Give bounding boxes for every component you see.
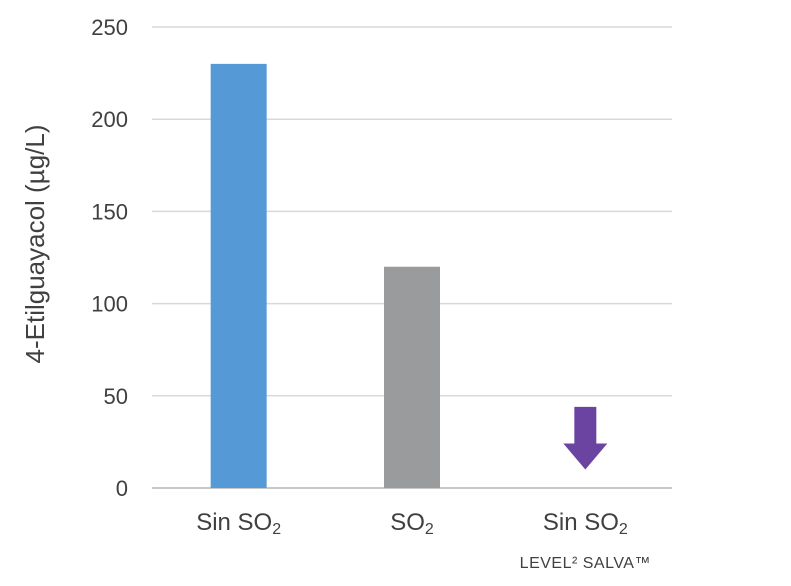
y-tick-label: 150 [91, 199, 128, 224]
y-tick-label: 100 [91, 292, 128, 317]
x-tick-label: SO2 [390, 509, 434, 538]
x-tick-label-subscript: 2 [619, 521, 628, 538]
bars [210, 63, 608, 488]
x-tick-label-text: Sin SO [196, 509, 272, 536]
x-tick-label-text: Sin SO [543, 509, 619, 536]
x-tick-label: Sin SO2 [196, 509, 281, 538]
x-tick-label-subscript: 2 [425, 521, 434, 538]
x-tick-sublabel: LEVEL² SALVA™ [520, 555, 651, 572]
x-tick-label-subscript: 2 [272, 521, 281, 538]
y-tick-labels: 0 50 100 150 200 250 [91, 15, 128, 501]
x-tick-label-text: SO [390, 509, 425, 536]
x-tick-label: Sin SO2 [543, 509, 628, 538]
bar [384, 266, 440, 488]
y-axis-label: 4-Etilguayacol (µg/L) [20, 125, 50, 364]
y-tick-label: 200 [91, 107, 128, 132]
y-tick-label: 50 [104, 384, 128, 409]
y-tick-label: 0 [116, 476, 128, 501]
y-tick-label: 250 [91, 15, 128, 40]
down-arrow-icon [563, 406, 608, 470]
bar [210, 63, 267, 488]
